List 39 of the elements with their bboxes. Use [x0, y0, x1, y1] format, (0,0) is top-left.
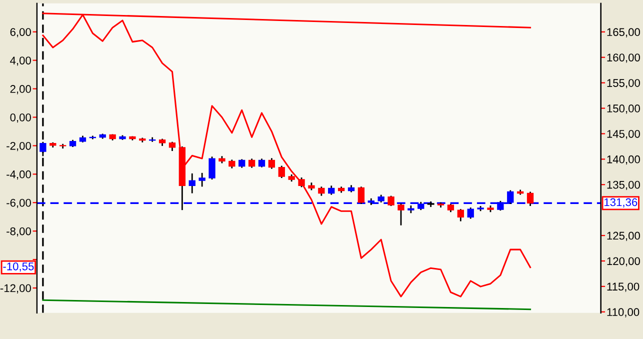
candlestick	[526, 191, 534, 207]
y2-tick-label: 145,00	[607, 130, 640, 140]
y2-tick-label: 165,00	[607, 28, 640, 38]
y-tick-label: 0,00	[10, 114, 31, 123]
text: -10,55	[3, 262, 34, 272]
candlestick	[278, 165, 285, 179]
y-tick-label: -12,00	[0, 284, 31, 294]
candlestick	[198, 172, 206, 188]
line-series	[42, 14, 532, 298]
candlestick	[248, 158, 256, 169]
y2-tick-label: 120,00	[607, 257, 640, 266]
y-tick-label: -8,00	[6, 227, 31, 237]
y-tick-label: 6,00	[10, 28, 31, 38]
candlestick	[388, 195, 394, 207]
y2-tick-label: 135,00	[607, 180, 640, 190]
candlestick	[398, 202, 404, 226]
y-tick-label: -6,00	[6, 198, 31, 208]
y2-tick-label: 160,00	[607, 54, 640, 63]
y2-tick-label: 140,00	[607, 155, 640, 165]
candlestick	[208, 156, 216, 180]
candlestick	[298, 176, 305, 188]
y-tick-label: -2,00	[6, 142, 31, 152]
y2-tick-label: 110,00	[607, 308, 640, 318]
y2-tick-label: 125,00	[607, 232, 640, 241]
y2-tick-label: 155,00	[607, 79, 640, 88]
candlestick	[168, 141, 176, 152]
candlestick	[188, 172, 196, 194]
candlestick	[457, 208, 464, 222]
y-tick-label: 2,00	[10, 85, 31, 94]
candlestick	[467, 206, 474, 220]
candlestick	[358, 186, 365, 205]
y2-tick-label: 115,00	[607, 282, 640, 292]
candlestick	[318, 186, 325, 197]
y-tick-label: 4,00	[10, 56, 31, 66]
candlestick	[328, 184, 335, 196]
candlestick	[268, 157, 276, 170]
y-tick-label: -4,00	[6, 170, 31, 180]
y2-tick-label: 150,00	[607, 104, 640, 114]
ref-line-label: 131,36	[604, 198, 638, 208]
